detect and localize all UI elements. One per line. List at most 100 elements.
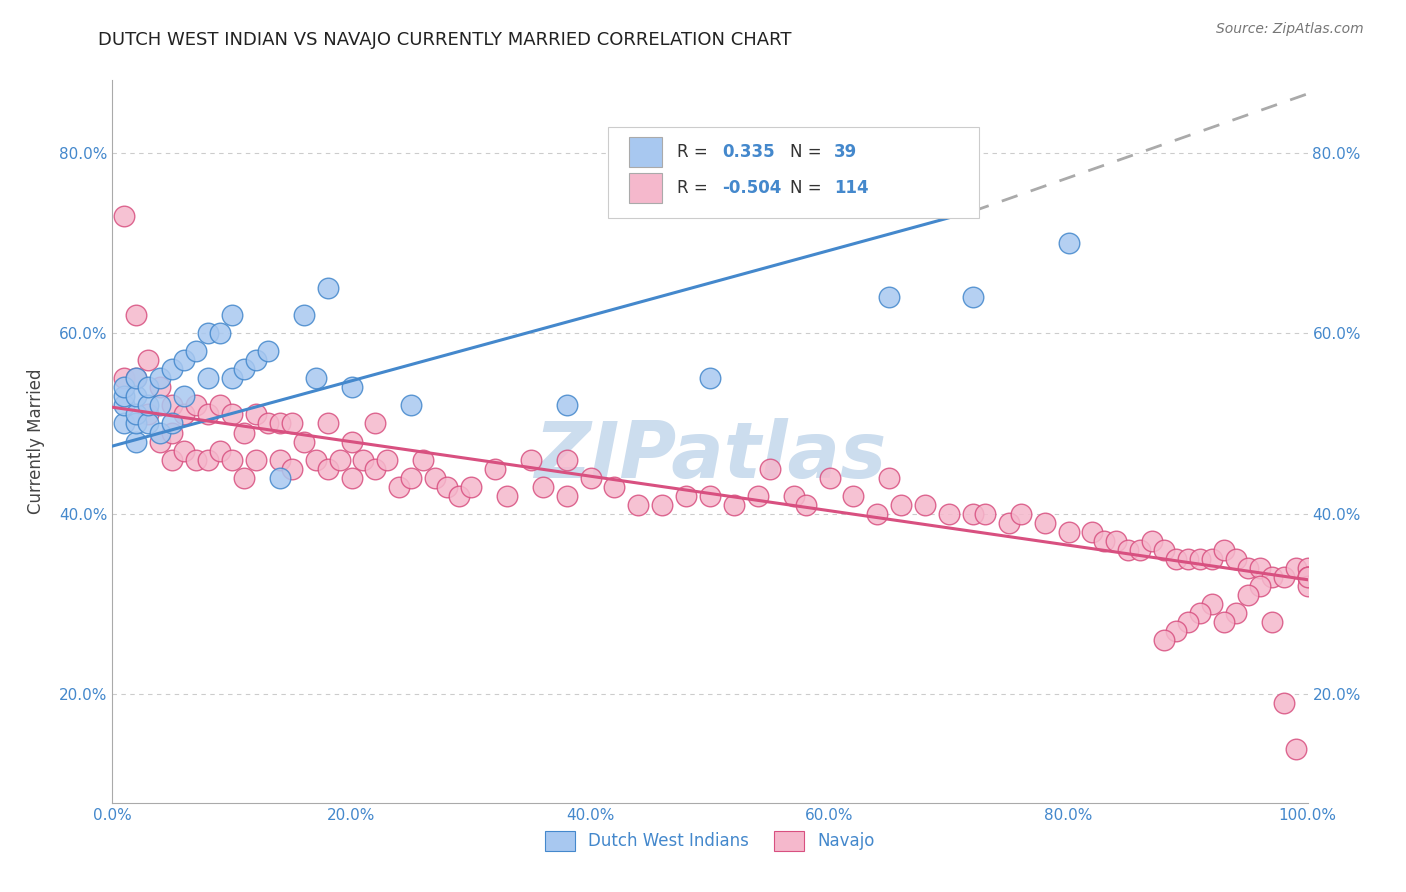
Point [962, 290, 984, 304]
Point [125, 417, 148, 431]
Point [245, 353, 267, 368]
Point [1296, 579, 1319, 593]
Point [842, 489, 865, 503]
Point [1237, 561, 1260, 575]
Point [340, 471, 363, 485]
Point [221, 371, 243, 385]
Point [149, 371, 172, 385]
Point [388, 480, 411, 494]
Point [890, 498, 912, 512]
Text: 0.335: 0.335 [723, 144, 775, 161]
Point [1166, 552, 1188, 566]
Point [1272, 570, 1295, 584]
Point [998, 516, 1021, 530]
Point [1285, 741, 1308, 756]
Point [125, 389, 148, 403]
Point [114, 389, 135, 403]
Point [173, 408, 195, 422]
Point [197, 452, 219, 467]
Point [1142, 533, 1164, 548]
Point [401, 398, 423, 412]
Point [1261, 615, 1284, 630]
Point [974, 507, 997, 521]
Point [603, 480, 626, 494]
Point [221, 408, 243, 422]
Point [233, 471, 256, 485]
Point [1189, 552, 1212, 566]
Point [173, 353, 195, 368]
Point [496, 489, 519, 503]
Point [1296, 561, 1319, 575]
Point [138, 417, 160, 431]
Point [138, 380, 160, 394]
Point [149, 425, 172, 440]
Text: Source: ZipAtlas.com: Source: ZipAtlas.com [1216, 22, 1364, 37]
FancyBboxPatch shape [609, 128, 979, 218]
Point [281, 417, 304, 431]
Point [1057, 235, 1080, 250]
Text: N =: N = [790, 144, 827, 161]
Point [1225, 552, 1247, 566]
Point [1201, 597, 1223, 611]
Point [340, 434, 363, 449]
Point [1177, 615, 1199, 630]
Point [209, 326, 232, 341]
Point [1057, 524, 1080, 539]
Point [1249, 579, 1271, 593]
Point [1272, 697, 1295, 711]
Point [1296, 570, 1319, 584]
Point [305, 371, 328, 385]
Point [1129, 542, 1152, 557]
Point [1296, 570, 1319, 584]
Point [1153, 542, 1175, 557]
Point [162, 452, 183, 467]
Point [759, 461, 782, 475]
Text: -0.504: -0.504 [723, 179, 782, 197]
Point [173, 389, 195, 403]
Point [1237, 588, 1260, 602]
Text: R =: R = [676, 144, 713, 161]
Point [257, 344, 280, 359]
Point [186, 398, 208, 412]
Point [723, 498, 745, 512]
Point [364, 461, 387, 475]
Point [1118, 542, 1140, 557]
Point [879, 471, 901, 485]
Point [162, 362, 183, 376]
Point [627, 498, 650, 512]
Point [1285, 561, 1308, 575]
Point [114, 398, 135, 412]
Point [269, 417, 291, 431]
Point [866, 507, 889, 521]
Point [186, 452, 208, 467]
Point [1213, 615, 1236, 630]
Point [675, 489, 697, 503]
Point [520, 452, 543, 467]
Point [1201, 552, 1223, 566]
Text: 114: 114 [834, 179, 869, 197]
Point [352, 452, 374, 467]
Point [316, 461, 339, 475]
Point [1261, 570, 1284, 584]
Point [401, 471, 423, 485]
Point [938, 507, 960, 521]
Point [197, 326, 219, 341]
Point [125, 371, 148, 385]
Point [221, 308, 243, 322]
Point [257, 417, 280, 431]
Bar [628, 173, 662, 203]
Point [794, 498, 817, 512]
Point [1177, 552, 1199, 566]
Point [425, 471, 447, 485]
Point [699, 371, 721, 385]
Point [125, 434, 148, 449]
Text: DUTCH WEST INDIAN VS NAVAJO CURRENTLY MARRIED CORRELATION CHART: DUTCH WEST INDIAN VS NAVAJO CURRENTLY MA… [98, 31, 792, 49]
Point [1225, 606, 1247, 620]
Point [531, 480, 554, 494]
Point [782, 489, 804, 503]
Point [292, 308, 315, 322]
Point [245, 408, 267, 422]
Y-axis label: Currently Married: Currently Married [27, 368, 45, 515]
Point [149, 434, 172, 449]
Point [555, 489, 578, 503]
